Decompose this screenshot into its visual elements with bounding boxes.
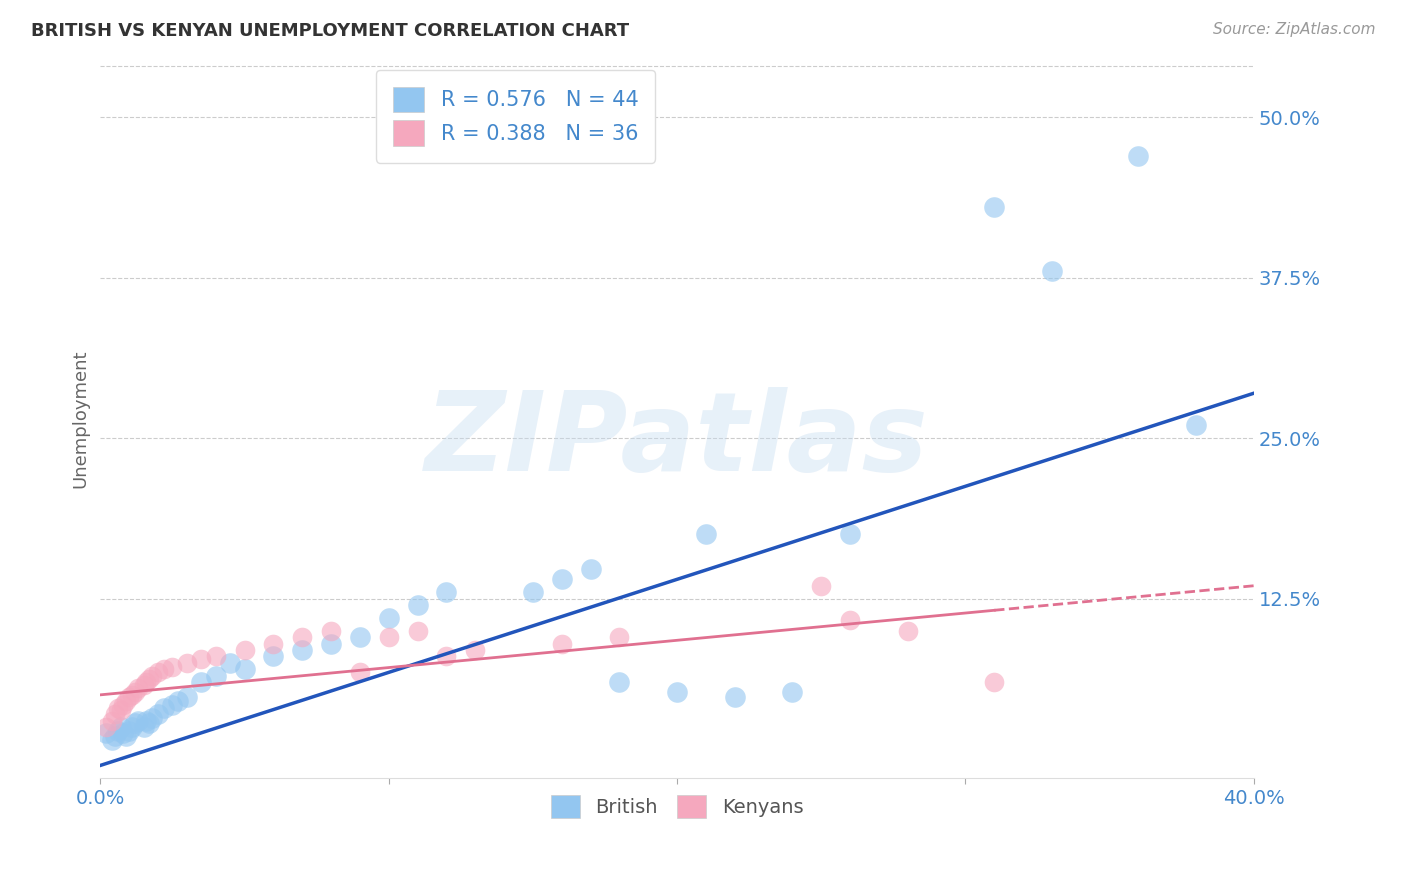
Point (104, 707, 127, 722)
Point (107, 723, 129, 738)
Point (162, 698, 184, 712)
Point (839, 527, 862, 541)
Point (319, 636, 342, 650)
Point (1128, 149, 1150, 163)
Point (349, 630, 371, 644)
Point (135, 675, 157, 690)
Point (406, 598, 429, 612)
Point (94, 726, 117, 740)
Point (291, 643, 314, 657)
Point (138, 716, 160, 731)
Point (112, 698, 135, 712)
Point (146, 665, 169, 679)
Point (124, 716, 146, 731)
Point (115, 694, 138, 708)
Point (110, 703, 132, 717)
Point (101, 732, 124, 747)
Text: Source: ZipAtlas.com: Source: ZipAtlas.com (1212, 22, 1375, 37)
Point (464, 643, 486, 657)
Point (107, 700, 129, 714)
Point (190, 652, 212, 666)
Point (550, 636, 572, 650)
Point (609, 675, 631, 690)
Point (782, 685, 804, 699)
Point (146, 707, 169, 722)
Point (118, 723, 141, 738)
Point (112, 726, 135, 740)
Point (233, 662, 256, 676)
Point (983, 200, 1005, 214)
Point (94, 720, 117, 734)
Point (101, 714, 124, 728)
Point (132, 720, 155, 734)
Point (167, 694, 190, 708)
Point (190, 675, 212, 690)
Point (127, 714, 149, 728)
Point (579, 562, 602, 576)
Point (152, 700, 174, 714)
Point (897, 624, 920, 638)
Point (124, 685, 146, 699)
Point (724, 690, 747, 705)
Text: ZIPatlas: ZIPatlas (425, 387, 929, 494)
Y-axis label: Unemployment: Unemployment (72, 350, 89, 488)
Point (135, 714, 157, 728)
Point (219, 656, 242, 670)
Point (406, 624, 429, 638)
Point (434, 585, 457, 599)
Point (176, 656, 198, 670)
Point (138, 673, 160, 687)
Point (695, 527, 717, 541)
Text: BRITISH VS KENYAN UNEMPLOYMENT CORRELATION CHART: BRITISH VS KENYAN UNEMPLOYMENT CORRELATI… (31, 22, 628, 40)
Point (377, 611, 399, 625)
Point (666, 685, 689, 699)
Point (115, 729, 138, 743)
Point (319, 624, 342, 638)
Point (141, 711, 163, 725)
Point (204, 668, 226, 682)
Point (550, 572, 572, 586)
Point (127, 681, 149, 696)
Point (176, 690, 198, 705)
Point (132, 677, 155, 691)
Point (110, 720, 132, 734)
Point (609, 630, 631, 644)
Point (152, 662, 174, 676)
Point (983, 675, 1005, 690)
Point (262, 636, 284, 650)
Point (204, 649, 226, 664)
Point (1040, 264, 1063, 278)
Point (434, 649, 457, 664)
Point (522, 585, 544, 599)
Point (121, 720, 143, 734)
Point (1185, 418, 1208, 433)
Point (233, 643, 256, 657)
Legend: British, Kenyans: British, Kenyans (543, 787, 811, 826)
Point (262, 649, 284, 664)
Point (810, 579, 832, 593)
Point (141, 668, 163, 682)
Point (118, 690, 141, 705)
Point (349, 665, 371, 679)
Point (121, 688, 143, 702)
Point (377, 630, 399, 644)
Point (104, 729, 127, 743)
Point (162, 659, 184, 673)
Point (291, 630, 314, 644)
Point (839, 614, 862, 628)
